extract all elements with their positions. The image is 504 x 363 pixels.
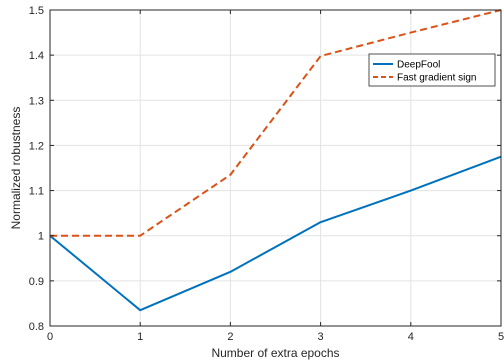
y-tick-label: 1.4	[29, 50, 44, 62]
x-tick-label: 5	[498, 331, 504, 343]
tick-layer: 0 1 2 3 4 5 0.8 0.9 1 1.1 1.2 1.3 1.4 1.5	[29, 5, 504, 343]
series-line-deepfool	[49, 155, 502, 312]
x-tick-label: 1	[137, 331, 143, 343]
legend: DeepFool Fast gradient sign	[368, 53, 496, 87]
x-axis-label: Number of extra epochs	[211, 346, 339, 360]
y-tick-label: 1.3	[29, 95, 44, 107]
axes-box	[49, 9, 502, 327]
y-tick-label: 0.9	[29, 276, 44, 288]
series-line-fast-gradient-sign	[50, 9, 502, 237]
legend-label-deepfool: DeepFool	[397, 60, 440, 71]
y-tick-label: 1.1	[29, 186, 44, 198]
y-axis-label: Normalized robustness	[9, 107, 23, 230]
y-tick-label: 1.5	[29, 5, 44, 17]
x-tick-label: 4	[408, 331, 414, 343]
legend-label-fast-gradient-sign: Fast gradient sign	[397, 73, 477, 84]
x-tick-label: 2	[227, 331, 233, 343]
x-tick-label: 0	[47, 331, 53, 343]
legend-box	[368, 53, 496, 87]
y-tick-label: 1	[38, 231, 44, 243]
x-tick-label: 3	[318, 331, 324, 343]
y-tick-label: 1.2	[29, 140, 44, 152]
y-tick-label: 0.8	[29, 321, 44, 333]
